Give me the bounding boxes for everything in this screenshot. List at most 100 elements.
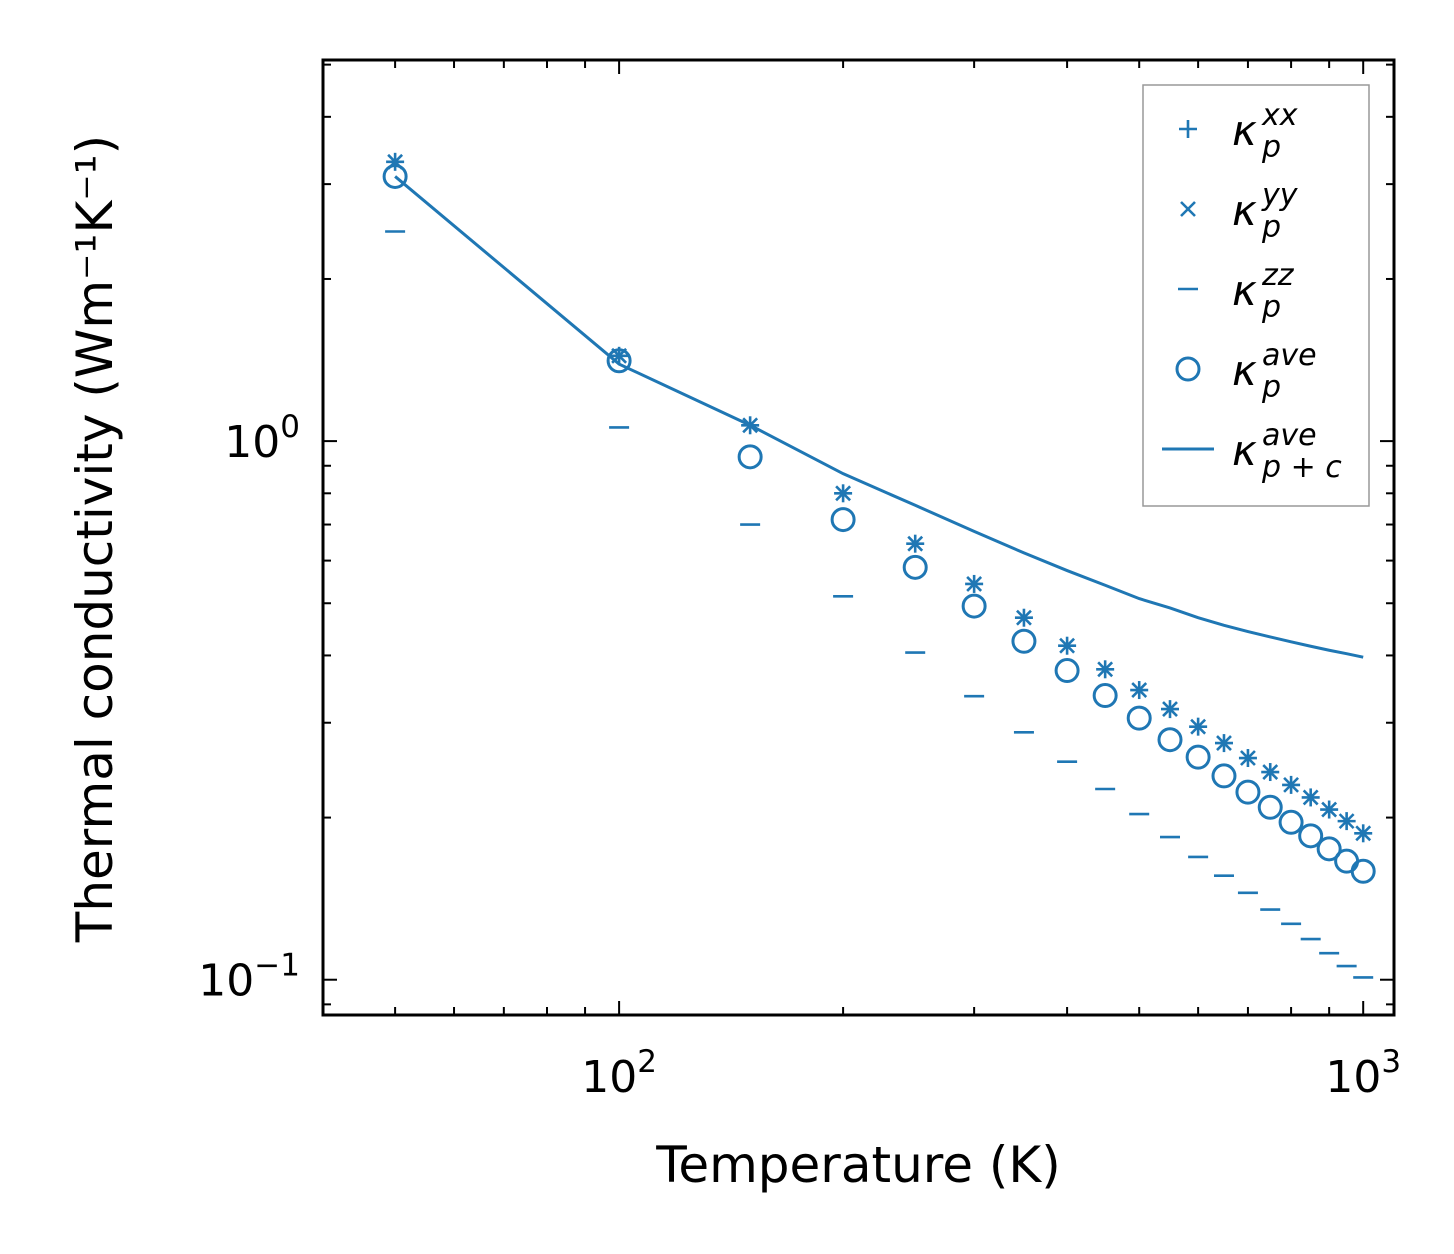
data-point-kappa_p_ave-ring (1211, 763, 1237, 789)
y-tick-label-base: 10 (224, 417, 280, 468)
data-point-kappa_p_yy (1016, 609, 1032, 626)
data-point-kappa_p_yy (1355, 825, 1372, 842)
legend-label-kappa_pc_ave: κ ave p + c (1232, 418, 1342, 485)
data-point-kappa_p_yy (1216, 735, 1232, 752)
x-tick-label-base: 10 (581, 1052, 637, 1103)
data-point-kappa_p_ave (1054, 658, 1080, 684)
data-point-kappa_p_yy-d2 (1131, 682, 1148, 698)
data-point-kappa_p_ave (961, 593, 987, 619)
legend-symbol: κ (1232, 426, 1257, 475)
legend-label-kappa_p_zz: κ zz p (1232, 258, 1295, 325)
data-point-kappa_p_yy (1321, 801, 1338, 818)
data-point-kappa_p_yy-d2 (1190, 718, 1207, 735)
data-point-kappa_p_ave (382, 163, 408, 189)
data-point-kappa_p_yy-d2 (1262, 764, 1279, 780)
legend: κ xx pκ yy pκ zz pκ ave pκ ave p + c (1142, 84, 1370, 507)
data-point-kappa_p_ave (737, 444, 763, 470)
legend-marker-kappa_p_yy-d2 (1180, 201, 1196, 217)
data-point-kappa_p_yy (1190, 718, 1207, 735)
legend-label-kappa_p_ave: κ ave p (1232, 338, 1317, 405)
data-point-kappa_p_yy-d2 (1016, 609, 1032, 626)
data-point-kappa_p_yy-d2 (1283, 776, 1300, 793)
data-point-kappa_p_ave-ring (1011, 628, 1037, 654)
data-point-kappa_p_yy (1240, 750, 1256, 766)
legend-superscript: ave (1262, 418, 1317, 453)
series-kappa_pc_ave (394, 175, 1364, 659)
data-point-kappa_p_yy-d2 (1240, 750, 1256, 766)
legend-entry-kappa_p_xx: κ xx p (1179, 98, 1298, 165)
data-point-kappa_p_ave-ring (606, 348, 632, 374)
series-layer (382, 152, 1376, 979)
y-tick-label-exponent: −1 (254, 948, 300, 984)
data-point-kappa_p_yy-d2 (1338, 813, 1355, 830)
data-point-kappa_p_yy (1059, 637, 1076, 654)
series-kappa_p_yy (387, 153, 1372, 842)
data-point-kappa_p_ave-ring (1054, 658, 1080, 684)
legend-marker-kappa_p_xx (1179, 120, 1197, 138)
x-axis-title: Temperature (K) (655, 1136, 1060, 1194)
data-point-kappa_p_yy (966, 576, 983, 592)
data-point-kappa_p_ave (1298, 823, 1324, 849)
series-line-kappa_pc_ave (394, 175, 1364, 659)
data-point-kappa_p_ave (1257, 794, 1283, 820)
data-point-kappa_p_ave-ring (1185, 744, 1211, 770)
legend-subscript: p (1261, 370, 1281, 405)
legend-entry-kappa_p_zz: κ zz p (1178, 258, 1295, 325)
data-point-kappa_p_yy (907, 535, 924, 552)
y-tick-label-base: 10 (198, 956, 254, 1007)
legend-symbol: κ (1232, 346, 1257, 395)
legend-marker-kappa_p_yy (1180, 201, 1196, 217)
y-tick-label: 100 (224, 409, 300, 468)
data-point-kappa_p_ave (1011, 628, 1037, 654)
legend-symbol: κ (1232, 106, 1257, 155)
data-point-kappa_p_ave-ring (1157, 727, 1183, 753)
data-point-kappa_p_ave (1211, 763, 1237, 789)
data-point-kappa_p_ave (1092, 683, 1118, 709)
data-point-kappa_p_yy (1097, 661, 1114, 678)
data-point-kappa_p_yy (1162, 701, 1178, 718)
data-point-kappa_p_ave-ring (1316, 836, 1342, 862)
y-axis-title: Thermal conductivity (Wm⁻¹K⁻¹) (66, 135, 124, 943)
data-point-kappa_p_yy-d2 (907, 535, 924, 552)
data-point-kappa_p_ave-ring (382, 163, 408, 189)
x-tick-label: 103 (1325, 1044, 1401, 1103)
data-point-kappa_p_ave (1235, 779, 1261, 805)
legend-subscript: p (1261, 210, 1281, 245)
legend-label-kappa_p_yy: κ yy p (1232, 178, 1299, 245)
data-point-kappa_p_yy (1262, 764, 1279, 780)
data-point-kappa_p_ave-ring (1126, 705, 1152, 731)
legend-superscript: ave (1262, 338, 1317, 373)
data-point-kappa_p_ave-ring (830, 507, 856, 533)
x-tick-label-exponent: 3 (1381, 1044, 1401, 1080)
legend-entry-kappa_p_ave: κ ave p (1175, 338, 1317, 405)
data-point-kappa_p_ave (1278, 809, 1304, 835)
legend-entry-kappa_p_yy: κ yy p (1180, 178, 1299, 245)
legend-label-kappa_p_xx: κ xx p (1232, 98, 1298, 165)
x-tick-label: 102 (581, 1044, 657, 1103)
legend-symbol: κ (1232, 266, 1257, 315)
data-point-kappa_p_ave (830, 507, 856, 533)
data-point-kappa_p_yy (1338, 813, 1355, 830)
data-point-kappa_p_yy-d2 (1302, 789, 1319, 806)
data-point-kappa_p_yy-d2 (1321, 801, 1338, 818)
legend-subscript: p + c (1261, 450, 1342, 485)
data-point-kappa_p_ave (1185, 744, 1211, 770)
data-point-kappa_p_ave-ring (1235, 779, 1261, 805)
legend-entry-kappa_pc_ave: κ ave p + c (1162, 418, 1342, 485)
legend-marker-kappa_p_ave-ring (1175, 356, 1201, 382)
data-point-kappa_p_ave (1157, 727, 1183, 753)
series-kappa_p_ave (382, 163, 1376, 884)
data-point-kappa_p_yy-d2 (835, 485, 852, 502)
y-tick-label: 10−1 (198, 948, 300, 1007)
y-tick-label-exponent: 0 (280, 409, 300, 445)
legend-superscript: xx (1261, 98, 1298, 133)
data-point-kappa_p_ave-ring (1350, 858, 1376, 884)
data-point-kappa_p_ave (902, 554, 928, 580)
data-point-kappa_p_ave-ring (902, 554, 928, 580)
data-point-kappa_p_yy-d2 (966, 576, 983, 592)
legend-box (1142, 84, 1370, 507)
data-point-kappa_p_yy (1302, 789, 1319, 806)
data-point-kappa_p_ave (1350, 858, 1376, 884)
data-point-kappa_p_ave (1126, 705, 1152, 731)
